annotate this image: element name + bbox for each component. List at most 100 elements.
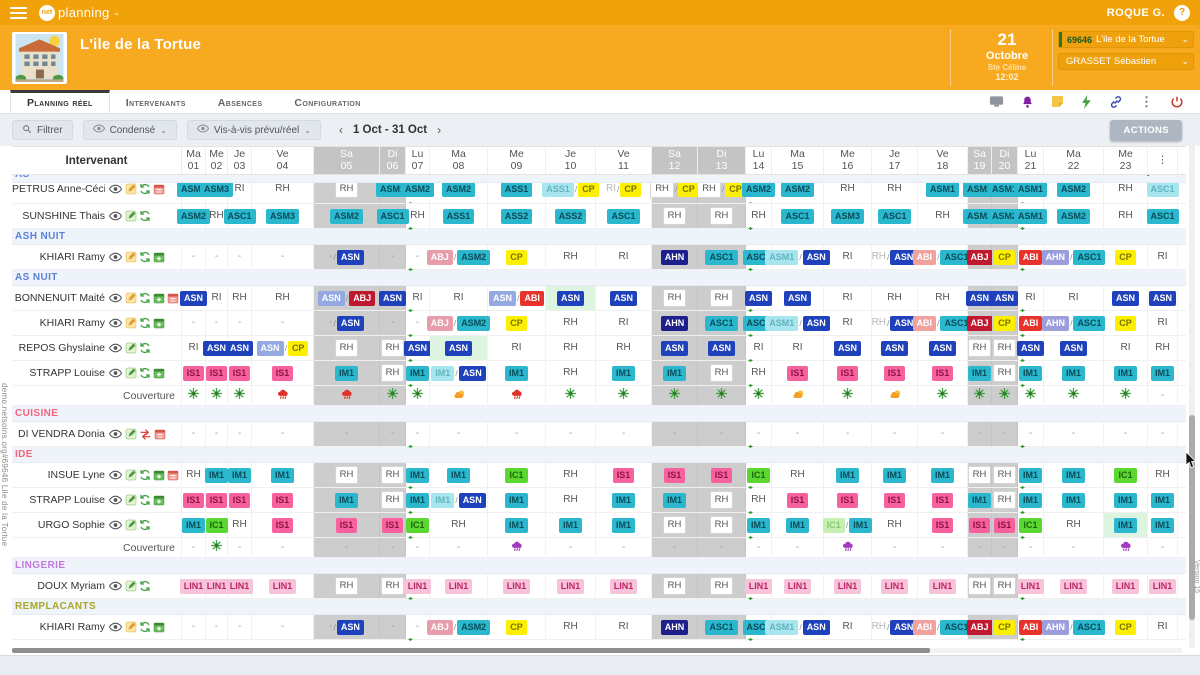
staff-name[interactable]: SUNSHINE Thais <box>22 210 105 222</box>
shift-cell[interactable]: RH ◂▸ <box>698 204 753 232</box>
eye-icon[interactable] <box>109 581 122 591</box>
shift-cell[interactable]: RH ◂▸ <box>698 488 753 516</box>
shift-cell[interactable]: RH <box>652 574 698 598</box>
eye-icon[interactable] <box>109 252 122 262</box>
next-period-button[interactable]: › <box>437 123 442 137</box>
shift-cell[interactable]: IS1 ◂▸ <box>992 513 1025 541</box>
refresh-icon[interactable] <box>139 183 151 195</box>
shift-cell[interactable]: - <box>252 311 314 335</box>
weekend-resize-handle[interactable]: ◂▸ <box>407 596 413 602</box>
shift-cell[interactable]: ASC1 ◂▸ <box>698 245 753 273</box>
shift-cell[interactable]: CP ◂▸ <box>992 615 1025 643</box>
shift-cell[interactable]: RH <box>1104 204 1148 228</box>
shift-cell[interactable] <box>314 386 380 405</box>
shift-cell[interactable]: - <box>314 422 380 446</box>
shift-cell[interactable] <box>182 386 206 405</box>
shift-cell[interactable]: - <box>918 538 968 557</box>
shift-cell[interactable]: IM1 <box>228 463 252 487</box>
shift-cell[interactable]: RH ◂▸ <box>992 574 1025 602</box>
shift-cell[interactable]: ASN <box>404 336 432 360</box>
shift-cell[interactable]: - <box>992 538 1018 557</box>
shift-cell[interactable]: IS1 <box>252 361 314 385</box>
shift-cell[interactable]: - <box>252 422 314 446</box>
shift-cell[interactable]: LIN1 <box>225 574 254 598</box>
shift-cell[interactable]: IM1/ASN <box>430 361 488 385</box>
note-g-icon[interactable] <box>125 367 137 379</box>
shift-cell[interactable]: IS1 <box>968 513 992 537</box>
shift-cell[interactable]: - <box>918 422 968 446</box>
refresh-icon[interactable] <box>139 210 151 222</box>
shift-cell[interactable]: ASN <box>745 286 773 310</box>
shift-cell[interactable]: ASN ◂▸ <box>991 286 1025 314</box>
shift-cell[interactable]: IM1 <box>1148 488 1178 512</box>
shift-cell[interactable]: RH <box>967 463 992 487</box>
shift-cell[interactable]: LIN1 <box>772 574 824 598</box>
weekend-resize-handle[interactable]: ◂▸ <box>407 444 413 450</box>
shift-cell[interactable]: RI <box>824 311 872 335</box>
power-icon[interactable] <box>1170 95 1184 109</box>
eye-icon[interactable] <box>109 211 122 221</box>
staff-name[interactable]: INSUE Lyne <box>47 469 105 481</box>
refresh-icon[interactable] <box>139 519 151 531</box>
shift-cell[interactable]: IM1 <box>1044 361 1104 385</box>
refresh-icon[interactable] <box>139 317 151 329</box>
hamburger-menu-icon[interactable] <box>10 6 27 19</box>
eye-icon[interactable] <box>109 520 122 530</box>
shift-cell[interactable]: ASS1 <box>488 183 546 203</box>
shift-cell[interactable]: IS1 <box>182 361 206 385</box>
refresh-icon[interactable] <box>139 367 151 379</box>
shift-cell[interactable]: - <box>380 538 406 557</box>
shift-cell[interactable]: - / ASN <box>314 311 380 335</box>
eye-icon[interactable] <box>109 622 122 632</box>
shift-cell[interactable] <box>992 386 1018 405</box>
day-header-20[interactable]: Di 20 <box>992 147 1018 174</box>
shift-cell[interactable]: IM1 <box>596 513 652 537</box>
staff-name[interactable]: KHIARI Ramy <box>39 317 105 329</box>
weekend-resize-handle[interactable]: ◂▸ <box>407 201 413 204</box>
weekend-resize-handle[interactable]: ◂▸ <box>1019 201 1025 204</box>
note-g-icon[interactable] <box>125 469 137 481</box>
shift-cell[interactable]: LIN1 <box>430 574 488 598</box>
shift-cell[interactable]: - <box>1148 538 1178 557</box>
shift-cell[interactable]: ABJ / ASM2 <box>426 245 491 269</box>
shift-cell[interactable]: LIN1 <box>1016 574 1045 598</box>
refresh-icon[interactable] <box>139 251 151 263</box>
eye-icon[interactable] <box>109 470 122 480</box>
shift-cell[interactable] <box>968 386 992 405</box>
shift-cell[interactable]: IC1 <box>746 463 772 487</box>
shift-cell[interactable]: LIN1 <box>202 574 231 598</box>
shift-cell[interactable]: IS1 <box>228 488 252 512</box>
shift-cell[interactable]: IM1 <box>918 463 968 487</box>
shift-cell[interactable]: IS1 <box>824 488 872 512</box>
shift-cell[interactable]: - <box>1018 538 1044 557</box>
shift-cell[interactable] <box>488 538 546 557</box>
shift-cell[interactable]: ABJ <box>966 311 993 335</box>
weekend-resize-handle[interactable]: ◂▸ <box>747 267 753 273</box>
shift-cell[interactable]: - <box>652 538 698 557</box>
shift-cell[interactable]: IC1 <box>488 463 546 487</box>
shift-cell[interactable]: IM1 <box>406 463 430 487</box>
shift-cell[interactable]: RI <box>596 615 652 639</box>
shift-cell[interactable]: ASM1 <box>1014 183 1048 203</box>
shift-cell[interactable] <box>872 386 918 405</box>
shift-cell[interactable]: IS1 ◂▸ <box>698 463 753 491</box>
shift-cell[interactable]: IS1 <box>918 513 968 537</box>
shift-cell[interactable]: IS1 <box>918 361 968 385</box>
monitor-icon[interactable] <box>989 95 1004 108</box>
shift-cell[interactable]: RI <box>772 336 824 360</box>
shift-cell[interactable]: CP ◂▸ <box>992 245 1025 273</box>
shift-cell[interactable]: CP <box>488 245 546 269</box>
shift-cell[interactable]: - <box>252 245 314 269</box>
shift-cell[interactable]: - <box>488 422 546 446</box>
shift-cell[interactable]: RH <box>1148 463 1178 487</box>
shift-cell[interactable]: IM1/ASN <box>430 488 488 512</box>
shift-cell[interactable]: CP <box>488 615 546 639</box>
staff-name[interactable]: KHIARI Ramy <box>39 621 105 633</box>
shift-cell[interactable]: - <box>746 538 772 557</box>
shift-cell[interactable]: - <box>872 422 918 446</box>
link-icon[interactable] <box>1109 95 1123 109</box>
note-g-icon[interactable] <box>125 494 137 506</box>
shift-cell[interactable]: IC1 <box>406 513 430 537</box>
shift-cell[interactable]: CP <box>1104 311 1148 335</box>
shift-cell[interactable]: IC1 <box>1018 513 1044 537</box>
